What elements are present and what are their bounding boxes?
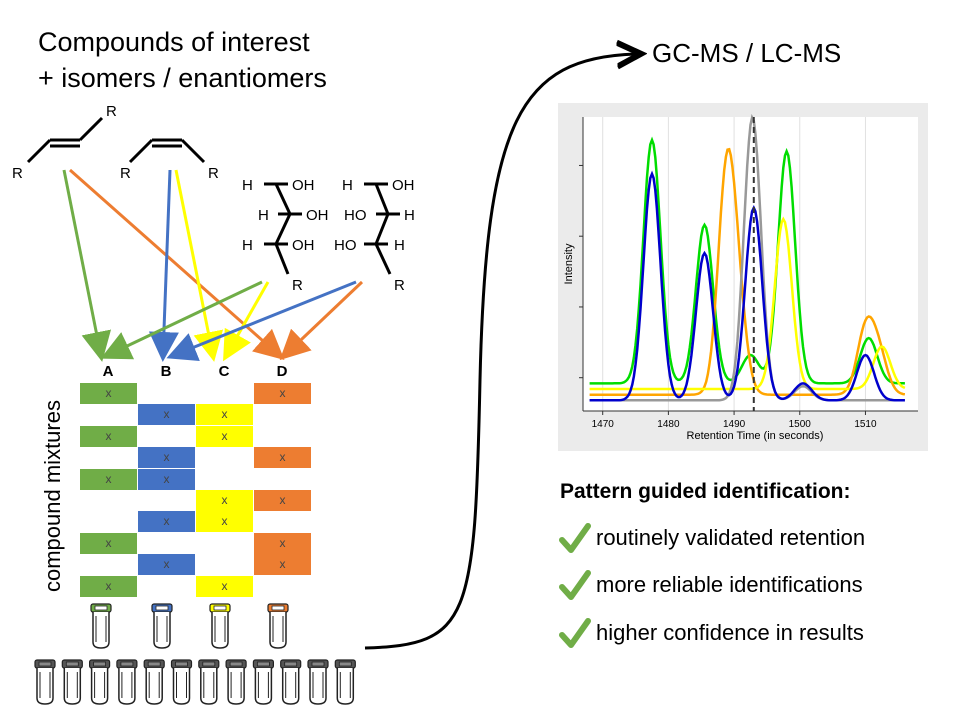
- mixture-cell: x: [196, 404, 253, 426]
- mixture-cell: x: [80, 468, 137, 490]
- sugar1-oh1: OH: [292, 177, 315, 194]
- pattern-title: Pattern guided identification:: [560, 480, 851, 503]
- vial: [61, 659, 83, 705]
- x-tick-label: 1470: [592, 419, 615, 430]
- benefit-item-1: routinely validated retention: [558, 522, 865, 554]
- benefit-text-3: higher confidence in results: [596, 620, 864, 645]
- benefit-text-2: more reliable identifications: [596, 572, 863, 597]
- sugar1-oh2: OH: [306, 207, 329, 224]
- mixture-cell: x: [254, 532, 311, 554]
- mixture-cell: x: [196, 511, 253, 533]
- sugar1-r: R: [292, 277, 303, 294]
- sugar2-ho2: HO: [344, 207, 367, 224]
- sugar2-r: R: [394, 277, 405, 294]
- column-label-a: A: [102, 363, 114, 380]
- check-icon: [559, 618, 591, 648]
- mixture-cell: x: [254, 490, 311, 511]
- arrow-sugar2-to-d: [279, 280, 364, 361]
- sugar2-oh1: OH: [392, 177, 415, 194]
- arrow-sugar2-to-b: [166, 280, 357, 361]
- vial: [34, 659, 56, 705]
- chromatogram-panel: 1470 1480 1490 1500 1510 Retention Time (in …: [558, 103, 928, 451]
- x-tick-label: 1500: [789, 419, 812, 430]
- column-label-c: C: [218, 363, 230, 380]
- mixture-cell: x: [138, 554, 195, 576]
- sugar2-h3: H: [394, 237, 405, 254]
- vial: [198, 659, 220, 705]
- mixture-cell: x: [80, 383, 137, 404]
- chromatogram-series-4: [589, 113, 905, 402]
- check-icon: [559, 523, 591, 553]
- trans-r-left: R: [12, 165, 23, 182]
- mixture-cell: x: [254, 447, 311, 469]
- mixture-cell: x: [254, 554, 311, 576]
- arrow-sugar1-to-c: [223, 281, 270, 362]
- trans-alkene-molecule: [26, 116, 104, 164]
- colored-vial: [151, 603, 173, 649]
- sugar-molecule-2: [364, 182, 400, 275]
- mixture-cell: x: [196, 490, 253, 511]
- cis-alkene-molecule: [128, 138, 206, 164]
- vial: [225, 659, 247, 705]
- sugar1-h3: H: [242, 237, 253, 254]
- molecules-diagram: R R R R H OH H OH H OH R H OH HO H HO H …: [12, 103, 415, 362]
- mixture-cell: x: [80, 532, 137, 554]
- vial: [143, 659, 165, 705]
- sugar1-h2: H: [258, 207, 269, 224]
- x-tick-label: 1490: [723, 419, 746, 430]
- x-axis-label: Retention Time (in seconds): [687, 430, 824, 442]
- colored-vial: [90, 603, 112, 649]
- check-icon: [559, 570, 591, 600]
- mixture-cell: x: [138, 447, 195, 469]
- vial: [116, 659, 138, 705]
- vial: [334, 659, 356, 705]
- mixture-cell: x: [254, 383, 311, 404]
- benefit-item-3: higher confidence in results: [558, 617, 864, 649]
- mixture-cell: x: [138, 468, 195, 490]
- sugar2-h1: H: [342, 177, 353, 194]
- mixture-cell: x: [138, 511, 195, 533]
- gcms-label: GC-MS / LC-MS: [652, 38, 842, 68]
- vial: [88, 659, 111, 705]
- arrow-cis-to-b: [148, 169, 179, 362]
- vial: [280, 659, 302, 705]
- mixture-cell: x: [80, 575, 137, 597]
- colored-vial: [267, 603, 289, 649]
- sugar-molecule-1: [264, 182, 302, 275]
- chromatogram-series-5: [589, 170, 905, 402]
- trans-r-right: R: [106, 103, 117, 120]
- colored-vial: [209, 603, 231, 649]
- vial: [170, 659, 193, 705]
- arrow-sugar1-to-a: [100, 280, 263, 360]
- vials: [34, 603, 356, 705]
- column-label-d: D: [276, 363, 288, 380]
- sugar1-oh3: OH: [292, 237, 315, 254]
- cis-r-right: R: [208, 165, 219, 182]
- mixture-cell: x: [138, 404, 195, 426]
- title-line-2: + isomers / enantiomers: [38, 63, 327, 93]
- benefit-text-1: routinely validated retention: [596, 525, 866, 550]
- mixture-cell: x: [80, 425, 137, 447]
- arrow-cis-to-c: [174, 169, 224, 362]
- vial: [307, 659, 329, 705]
- cis-r-left: R: [120, 165, 131, 182]
- benefit-item-2: more reliable identifications: [558, 569, 863, 601]
- sugar1-h1: H: [242, 177, 253, 194]
- x-tick-label: 1480: [657, 419, 680, 430]
- chromatogram-chart: 1470 1480 1490 1500 1510 Retention Time (in …: [563, 113, 918, 442]
- diagram-title: Compounds of interest + isomers / enanti…: [38, 24, 327, 96]
- sugar2-ho3: HO: [334, 237, 357, 254]
- chromatogram-series-2: [589, 147, 906, 396]
- arrow-trans-to-a: [62, 169, 112, 362]
- vial: [252, 659, 274, 705]
- x-tick-label: 1510: [854, 419, 877, 430]
- sugar2-h2: H: [404, 207, 415, 224]
- column-label-b: B: [160, 363, 172, 380]
- mixture-cell: x: [196, 425, 253, 447]
- title-line-1: Compounds of interest: [38, 27, 310, 57]
- mixture-cell: x: [196, 575, 253, 597]
- y-axis-label: Intensity: [563, 243, 575, 284]
